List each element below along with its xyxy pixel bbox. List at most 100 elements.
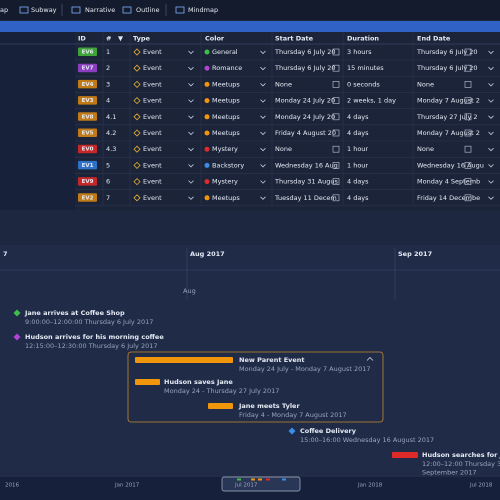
type: Event	[143, 64, 162, 72]
chevron[interactable]	[366, 356, 374, 361]
toolbar-tab[interactable]: Mindmap	[188, 6, 218, 14]
calendar-icon[interactable]	[464, 97, 472, 104]
calendar-icon[interactable]	[332, 129, 340, 137]
start-date: None	[275, 145, 292, 153]
calendar-icon[interactable]	[332, 97, 340, 104]
chevron[interactable]	[188, 131, 194, 136]
calendar-icon[interactable]	[464, 129, 472, 137]
toolbar-tab[interactable]: Narrative	[85, 6, 115, 14]
color-name: Meetups	[212, 113, 240, 121]
calendar-icon[interactable]	[464, 194, 472, 202]
start-date: Thursday 31 Augus	[274, 178, 338, 186]
column-header[interactable]: #	[106, 35, 111, 43]
left-panel	[0, 32, 75, 210]
chevron[interactable]	[488, 115, 494, 119]
column-header[interactable]: ID	[78, 35, 86, 43]
event-marker[interactable]	[288, 427, 296, 435]
chevron[interactable]	[260, 180, 266, 184]
chevron[interactable]	[188, 50, 194, 55]
chevron[interactable]	[260, 196, 266, 200]
chevron[interactable]	[260, 164, 266, 168]
chevron[interactable]	[188, 66, 194, 71]
chevron[interactable]	[260, 99, 266, 103]
calendar-icon[interactable]	[332, 162, 340, 169]
color-dot	[204, 195, 210, 201]
chevron[interactable]	[260, 115, 266, 119]
calendar-icon[interactable]	[464, 81, 472, 88]
color-name: Meetups	[212, 80, 240, 88]
event-title[interactable]: Hudson searches for Jane	[422, 451, 500, 459]
minimap-window[interactable]	[221, 476, 301, 492]
calendar-icon[interactable]	[464, 145, 472, 153]
column-header[interactable]: ▼	[118, 35, 123, 43]
duration: 4 days	[347, 178, 369, 186]
type: Event	[143, 129, 162, 137]
chevron[interactable]	[488, 164, 494, 168]
event-title[interactable]: Jane meets Tyler	[238, 402, 300, 410]
chevron[interactable]	[488, 99, 494, 103]
event-bar[interactable]	[135, 357, 233, 363]
column-header[interactable]: Color	[205, 35, 225, 43]
chevron[interactable]	[488, 83, 494, 87]
event-title[interactable]: New Parent Event	[239, 356, 305, 364]
toolbar-tab[interactable]: ap	[0, 6, 8, 14]
chevron[interactable]	[488, 147, 494, 152]
chevron[interactable]	[188, 83, 194, 87]
column-header[interactable]: End Date	[417, 35, 451, 43]
column-header[interactable]: Start Date	[275, 35, 314, 43]
calendar-icon[interactable]	[332, 194, 340, 202]
calendar-icon[interactable]	[464, 48, 472, 56]
row-number: 1	[106, 48, 110, 56]
chevron[interactable]	[260, 83, 266, 87]
calendar-icon[interactable]	[464, 178, 472, 185]
column-header[interactable]: Type	[133, 35, 151, 43]
calendar-icon[interactable]	[464, 162, 472, 169]
chevron[interactable]	[488, 131, 494, 136]
chevron[interactable]	[488, 196, 494, 200]
event-bar[interactable]	[208, 403, 233, 409]
start-date: Monday 24 July 20	[275, 113, 335, 121]
calendar-icon[interactable]	[332, 48, 340, 56]
chevron[interactable]	[488, 180, 494, 184]
event-title[interactable]: Hudson saves Jane	[164, 378, 233, 386]
event-title[interactable]: Jane arrives at Coffee Shop	[24, 309, 125, 317]
event-bar[interactable]	[392, 452, 418, 458]
minimap-label: Jan 2018	[357, 483, 383, 489]
chevron[interactable]	[260, 50, 266, 55]
color-dot	[204, 65, 210, 71]
event-title[interactable]: Hudson arrives for his morning coffee	[25, 333, 164, 341]
chevron[interactable]	[260, 147, 266, 152]
toolbar-tab[interactable]: Outline	[136, 6, 160, 14]
chevron[interactable]	[260, 131, 266, 136]
event-marker[interactable]	[13, 309, 21, 317]
calendar-icon[interactable]	[332, 145, 340, 153]
chevron[interactable]	[188, 99, 194, 103]
id-label: EV4	[82, 82, 94, 88]
group-box[interactable]	[127, 351, 384, 423]
table	[75, 32, 500, 210]
chevron[interactable]	[488, 66, 494, 71]
calendar-icon[interactable]	[332, 81, 340, 88]
calendar-icon[interactable]	[464, 64, 472, 72]
event-bar[interactable]	[135, 379, 160, 385]
id-label: EV6	[82, 50, 94, 56]
event-title[interactable]: Coffee Delivery	[300, 427, 357, 435]
row-number: 2	[106, 64, 110, 72]
event-marker[interactable]	[13, 333, 21, 341]
chevron[interactable]	[188, 115, 194, 119]
calendar-icon[interactable]	[332, 178, 340, 185]
duration: 4 days	[347, 194, 369, 202]
chevron[interactable]	[188, 180, 194, 184]
calendar-icon[interactable]	[464, 113, 472, 121]
timeline	[0, 245, 500, 475]
calendar-icon[interactable]	[332, 113, 340, 121]
chevron[interactable]	[188, 196, 194, 200]
column-header[interactable]: Duration	[347, 35, 379, 43]
chevron[interactable]	[188, 147, 194, 152]
toolbar-tab[interactable]: Subway	[31, 6, 57, 14]
type-icon	[133, 97, 141, 105]
chevron[interactable]	[488, 50, 494, 55]
chevron[interactable]	[188, 164, 194, 168]
calendar-icon[interactable]	[332, 64, 340, 72]
chevron[interactable]	[260, 66, 266, 71]
